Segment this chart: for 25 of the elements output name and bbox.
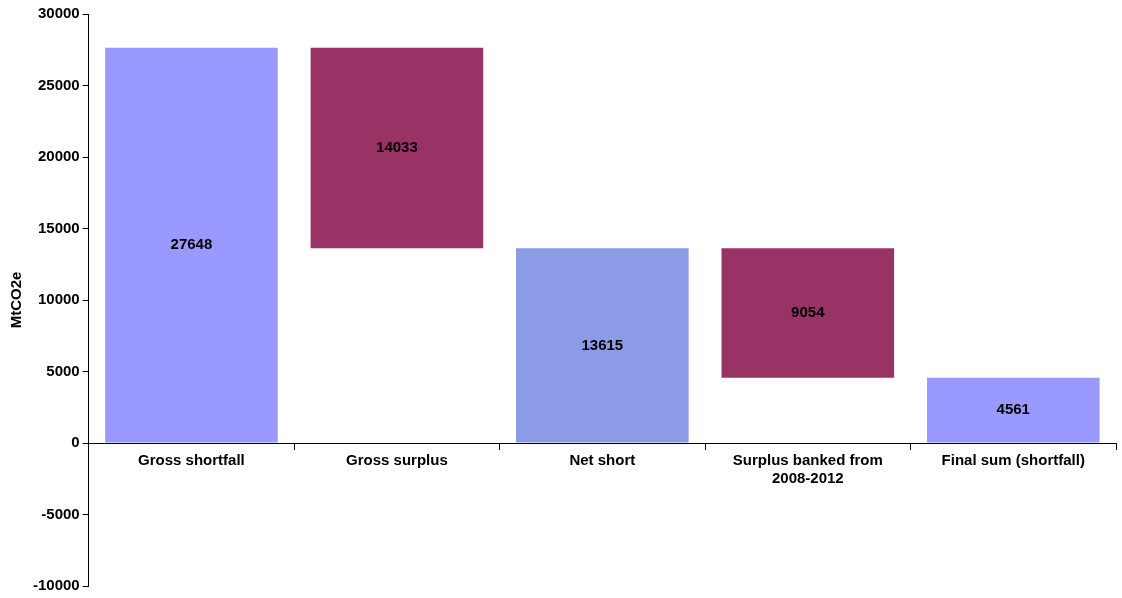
data-label: 4561 bbox=[996, 400, 1030, 418]
x-tick-label: Net short bbox=[569, 451, 636, 469]
x-tick-label: Gross surplus bbox=[346, 451, 448, 469]
data-label: 14033 bbox=[376, 138, 418, 156]
y-tick-label: -5000 bbox=[41, 504, 80, 522]
bar bbox=[105, 47, 278, 443]
x-tick-label: Gross shortfall bbox=[138, 451, 245, 469]
data-label: 27648 bbox=[170, 235, 213, 253]
data-label: 13615 bbox=[581, 335, 624, 353]
bar bbox=[516, 248, 689, 443]
y-tick-label: 0 bbox=[71, 433, 80, 451]
y-tick-label: 30000 bbox=[37, 4, 80, 22]
y-axis-title: MtCO2e bbox=[7, 271, 25, 329]
x-tick-label: Final sum (shortfall) bbox=[941, 451, 1085, 469]
x-tick-label: Surplus banked from 2008-2012 bbox=[732, 451, 883, 487]
bar bbox=[926, 377, 1100, 443]
y-tick-label: 15000 bbox=[37, 218, 80, 236]
bar bbox=[721, 248, 895, 378]
y-tick-label: 20000 bbox=[37, 147, 80, 165]
y-tick-label: 5000 bbox=[46, 361, 80, 379]
y-tick-label: 10000 bbox=[37, 290, 80, 308]
y-tick-label: 25000 bbox=[37, 75, 80, 93]
data-label: 9054 bbox=[791, 303, 826, 321]
bar bbox=[310, 47, 484, 249]
y-tick-label: -10000 bbox=[32, 576, 80, 594]
